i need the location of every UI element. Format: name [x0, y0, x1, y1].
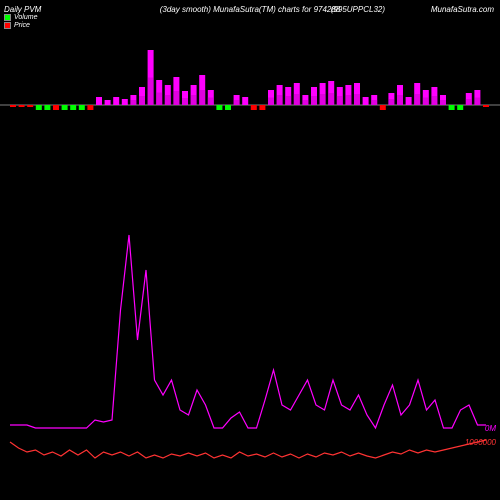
legend-swatch-volume	[4, 14, 11, 21]
ticker-label: (995UPPCL32)	[331, 5, 385, 14]
chart-header: Daily PVM (3day smooth) MunafaSutra(TM) …	[0, 2, 500, 16]
volume-bar-chart	[0, 30, 500, 140]
volume-axis-label: 0M	[485, 424, 496, 433]
legend-label-price: Price	[14, 22, 30, 29]
site-label: MunafaSutra.com	[431, 5, 494, 14]
legend-label-volume: Volume	[14, 14, 37, 21]
legend-item-volume: Volume	[4, 14, 37, 21]
legend: Volume Price	[4, 14, 37, 30]
price-volume-line-chart	[0, 180, 500, 480]
legend-item-price: Price	[4, 22, 37, 29]
title-center: (3day smooth) MunafaSutra(TM) charts for…	[160, 5, 341, 14]
price-axis-label: 1090000	[465, 438, 496, 447]
title-left: Daily PVM	[4, 5, 41, 14]
legend-swatch-price	[4, 22, 11, 29]
